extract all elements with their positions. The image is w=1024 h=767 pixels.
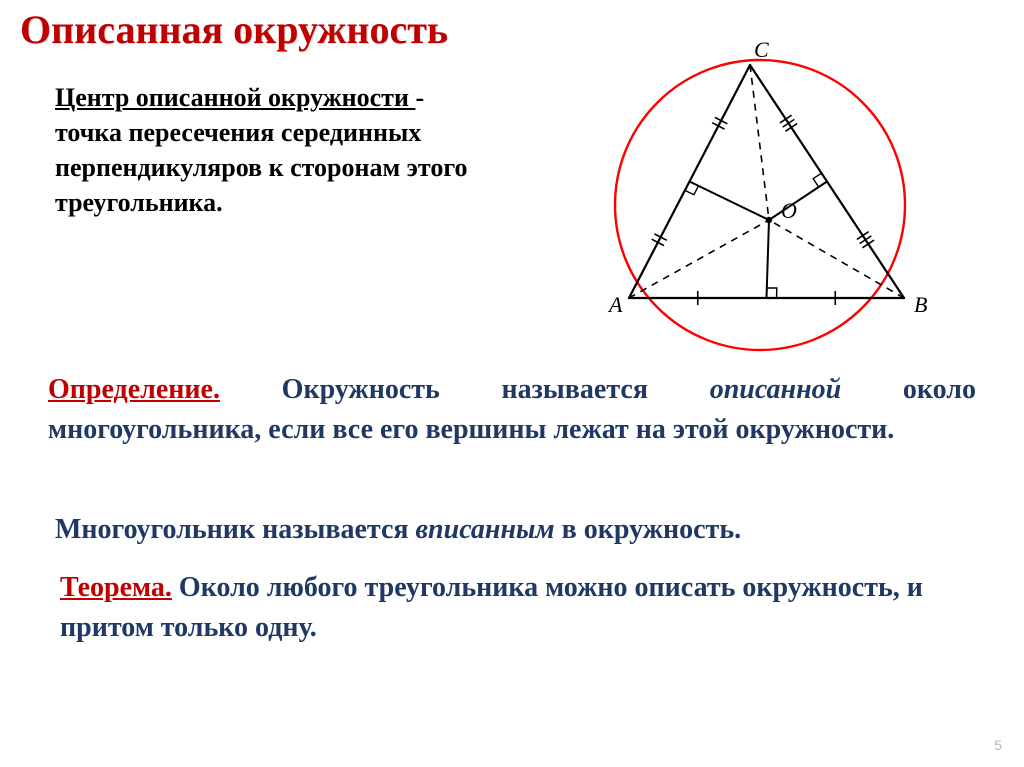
inscribed-text-1: Многоугольник называется <box>55 514 416 545</box>
definition-italic: описанной <box>710 374 842 405</box>
inscribed-text-2: в окружность. <box>555 514 742 545</box>
theorem-text: Около любого треугольника можно описать … <box>60 572 923 643</box>
definition-block: Определение. Окружность называется описа… <box>48 370 976 450</box>
theorem-block: Теорема. Около любого треугольника можно… <box>60 568 975 648</box>
theorem-lead: Теорема. <box>60 572 172 603</box>
slide-page: Описанная окружность Центр описанной окр… <box>0 0 1024 767</box>
circumcircle-diagram: A B C O <box>500 40 980 360</box>
svg-text:A: A <box>607 292 623 317</box>
page-number: 5 <box>994 737 1002 753</box>
inscribed-italic: вписанным <box>416 514 555 545</box>
definition-lead: Определение. <box>48 374 220 405</box>
inscribed-block: Многоугольник называется вписанным в окр… <box>55 510 970 549</box>
svg-text:C: C <box>754 40 769 62</box>
svg-text:B: B <box>914 292 927 317</box>
center-definition: Центр описанной окружности - точка перес… <box>55 80 485 220</box>
svg-text:O: O <box>781 198 797 223</box>
definition-text-1: Окружность называется <box>220 374 710 405</box>
center-def-lead: Центр описанной окружности <box>55 83 415 112</box>
page-title: Описанная окружность <box>20 6 448 53</box>
